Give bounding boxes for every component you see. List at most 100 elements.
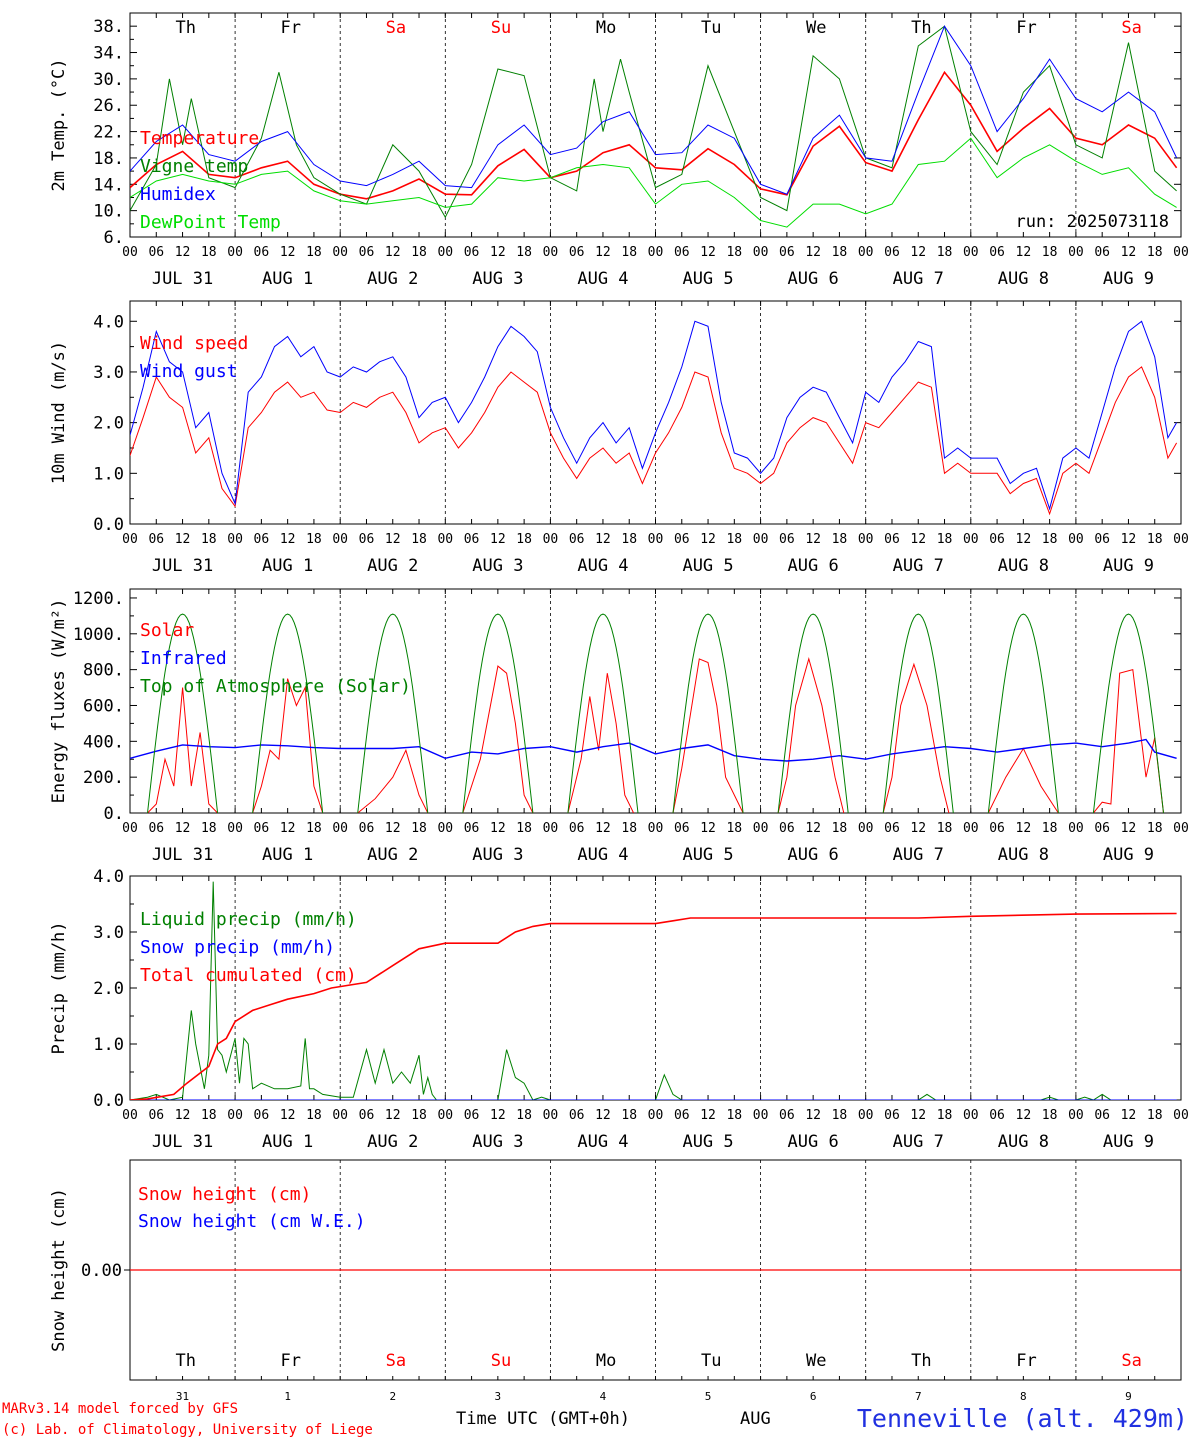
series-solar-day-8 — [987, 747, 1059, 813]
weekday-label: Sa — [1121, 18, 1141, 38]
series-top-of-atmosphere-solar-day-5 — [672, 613, 744, 813]
hour-tick-label: 06 — [989, 532, 1005, 547]
hour-tick-label: 00 — [437, 821, 453, 836]
hour-tick-label: 18 — [621, 532, 637, 547]
y-tick-label: 2.0 — [93, 414, 124, 434]
date-label: AUG 4 — [577, 1132, 628, 1152]
hour-tick-label: 18 — [1042, 821, 1058, 836]
date-label: AUG 9 — [1103, 845, 1154, 865]
hour-tick-label: 00 — [1068, 245, 1084, 260]
date-label: AUG 1 — [262, 269, 313, 289]
hour-tick-label: 06 — [148, 1108, 164, 1123]
hour-tick-label: 12 — [700, 532, 716, 547]
hour-tick-label: 06 — [359, 1108, 375, 1123]
y-axis-label: 2m Temp. (°C) — [49, 58, 69, 191]
hour-tick-label: 06 — [254, 1108, 270, 1123]
legend-liquid-precip-mm-h: Liquid precip (mm/h) — [140, 909, 357, 930]
hour-tick-label: 12 — [280, 245, 296, 260]
series-top-of-atmosphere-solar-day-9 — [1092, 613, 1164, 813]
series-infrared — [130, 738, 1177, 762]
hour-tick-label: 18 — [306, 1108, 322, 1123]
hour-tick-label: 18 — [832, 532, 848, 547]
hour-tick-label: 06 — [464, 532, 480, 547]
date-label: AUG 4 — [577, 556, 628, 576]
hour-tick-label: 12 — [910, 821, 926, 836]
y-tick-label: 3.0 — [93, 923, 124, 943]
date-label: JUL 31 — [152, 1132, 213, 1152]
hour-tick-label: 18 — [306, 532, 322, 547]
hour-tick-label: 12 — [910, 245, 926, 260]
plot-frame — [129, 300, 1182, 525]
weekday-label: Tu — [701, 18, 721, 38]
hour-tick-label: 00 — [648, 1108, 664, 1123]
y-tick-label: 400. — [83, 732, 124, 752]
hour-tick-label: 18 — [411, 821, 427, 836]
hour-tick-label: 12 — [1121, 821, 1137, 836]
weekday-label: Mo — [596, 1351, 616, 1371]
legend-infrared: Infrared — [140, 648, 227, 669]
hour-tick-label: 12 — [1016, 1108, 1032, 1123]
date-label: AUG 3 — [472, 1132, 523, 1152]
y-tick-label: 10. — [93, 202, 124, 222]
hour-tick-label: 00 — [437, 532, 453, 547]
date-label: AUG 8 — [998, 556, 1049, 576]
hour-tick-label: 00 — [227, 821, 243, 836]
hour-tick-label: 00 — [543, 532, 559, 547]
legend-wind-speed: Wind speed — [140, 333, 248, 354]
location-label: Tenneville (alt. 429m) — [857, 1404, 1188, 1433]
day-number-label: 5 — [705, 1390, 712, 1403]
hour-tick-label: 12 — [280, 532, 296, 547]
weekday-label: Su — [491, 1351, 511, 1371]
date-label: AUG 3 — [472, 556, 523, 576]
series-group — [130, 881, 1177, 1100]
hour-tick-label: 00 — [1068, 532, 1084, 547]
hour-tick-label: 00 — [648, 821, 664, 836]
legend-dewpoint-temp: DewPoint Temp — [140, 212, 281, 233]
hour-tick-label: 06 — [148, 245, 164, 260]
y-tick-label: 14. — [93, 175, 124, 195]
day-number-label: 4 — [600, 1390, 607, 1403]
y-tick-label: 34. — [93, 44, 124, 64]
y-tick-label: 0. — [104, 804, 124, 824]
hour-tick-label: 06 — [254, 532, 270, 547]
date-label: AUG 6 — [788, 269, 839, 289]
hour-tick-label: 18 — [516, 1108, 532, 1123]
hour-tick-label: 00 — [122, 821, 138, 836]
hour-tick-label: 12 — [700, 1108, 716, 1123]
y-tick-label: 4.0 — [93, 867, 124, 887]
hour-tick-label: 06 — [779, 245, 795, 260]
weekday-label: Tu — [701, 1351, 721, 1371]
weekday-label: Fr — [1016, 1351, 1036, 1371]
hour-tick-label: 06 — [464, 1108, 480, 1123]
hour-tick-label: 06 — [359, 245, 375, 260]
hour-tick-label: 06 — [674, 245, 690, 260]
hour-tick-label: 18 — [201, 1108, 217, 1123]
date-label: AUG 8 — [998, 845, 1049, 865]
hour-tick-label: 12 — [280, 821, 296, 836]
y-tick-label: 800. — [83, 661, 124, 681]
hour-tick-label: 06 — [1094, 245, 1110, 260]
hour-tick-label: 06 — [1094, 532, 1110, 547]
hour-tick-label: 18 — [201, 532, 217, 547]
legend-snow-height-cm-w-e: Snow height (cm W.E.) — [138, 1211, 366, 1232]
date-label: AUG 5 — [682, 845, 733, 865]
x-axis-label: Time UTC (GMT+0h) — [456, 1409, 630, 1429]
series-solar-day-7 — [882, 662, 950, 813]
hour-tick-label: 00 — [1173, 532, 1189, 547]
series-top-of-atmosphere-solar-day-6 — [777, 613, 849, 813]
series-group — [130, 320, 1178, 516]
date-label: AUG 1 — [262, 556, 313, 576]
hour-tick-label: 12 — [1016, 532, 1032, 547]
hour-tick-label: 18 — [726, 1108, 742, 1123]
y-tick-label: 1.0 — [93, 464, 124, 484]
credit-line-2: (c) Lab. of Climatology, University of L… — [2, 1422, 373, 1438]
hour-tick-label: 12 — [385, 821, 401, 836]
hour-tick-label: 00 — [753, 821, 769, 836]
hour-tick-label: 00 — [1173, 821, 1189, 836]
hour-tick-label: 06 — [464, 245, 480, 260]
hour-tick-label: 00 — [543, 821, 559, 836]
hour-tick-label: 18 — [516, 245, 532, 260]
hour-tick-label: 18 — [621, 821, 637, 836]
hour-tick-label: 12 — [385, 532, 401, 547]
hour-tick-label: 00 — [648, 532, 664, 547]
